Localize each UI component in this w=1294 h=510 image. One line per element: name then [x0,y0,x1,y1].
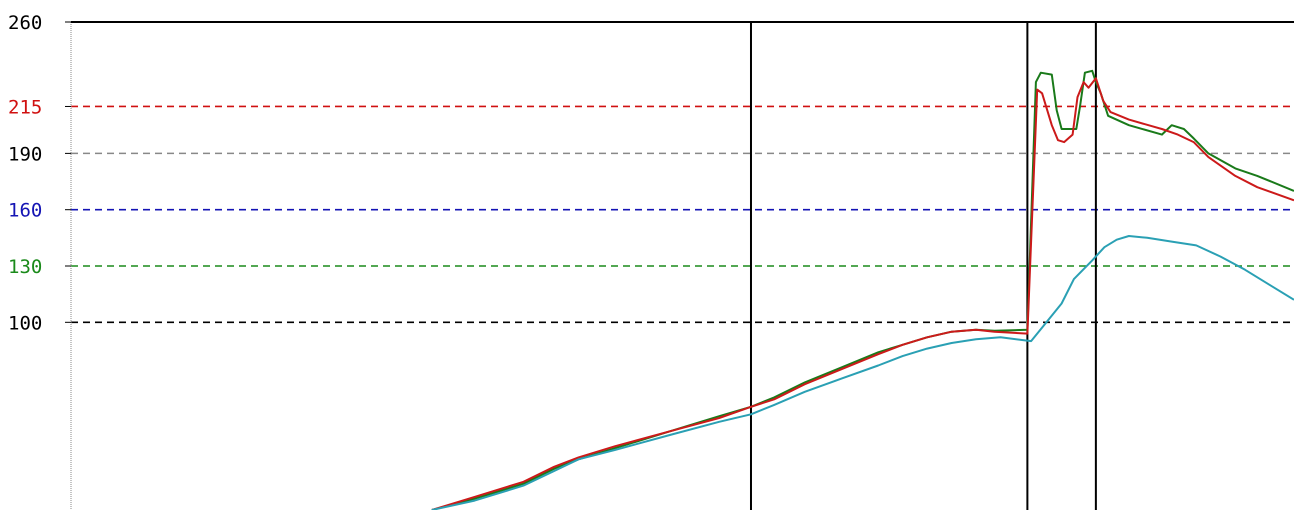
y-tick-label-100: 100 [8,312,42,334]
y-tick-label-190: 190 [8,143,42,165]
reference-lines [71,105,1294,324]
series-line-1 [431,69,1294,510]
y-tick-label-130: 130 [8,256,42,278]
y-tick-label-260: 260 [8,12,42,34]
series-line-2 [431,77,1294,510]
y-tick-label-215: 215 [8,96,42,118]
series-line-3 [431,235,1294,510]
y-tick-label-160: 160 [8,200,42,222]
event-markers [749,22,1097,510]
series-layer [431,69,1294,510]
y-tick-labels: 260 215 190 160 130 100 [8,12,71,334]
